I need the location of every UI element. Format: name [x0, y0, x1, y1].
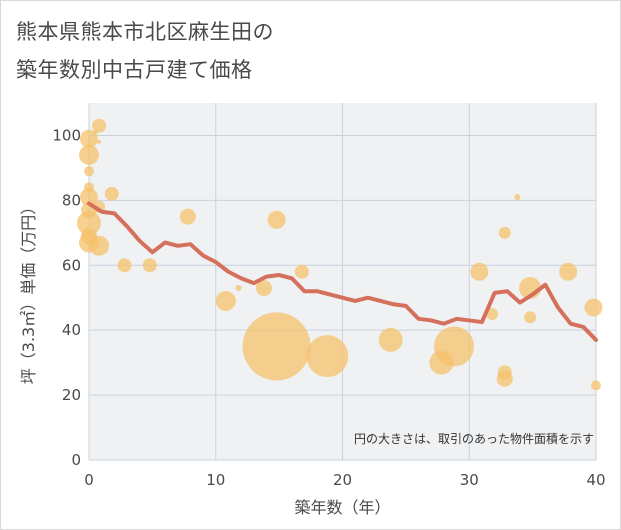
trend-line — [87, 201, 598, 342]
bubble-point — [179, 208, 196, 225]
bubble-point — [89, 235, 110, 256]
bubble-point — [514, 194, 521, 201]
bubble-point — [591, 380, 601, 391]
bubble-point — [84, 166, 94, 177]
bubble-point — [267, 210, 286, 229]
bubble-point — [104, 186, 119, 201]
x-tick-label: 10 — [206, 471, 225, 489]
bubble-point — [559, 262, 578, 281]
size-note: 円の大きさは、取引のあった物件面積を示す — [354, 431, 594, 446]
bubble-point — [496, 370, 513, 387]
x-tick-label: 0 — [84, 471, 94, 489]
bubble-point — [434, 326, 475, 367]
bubble-point — [80, 129, 98, 148]
y-axis-label: 坪（3.3㎡）単価（万円） — [19, 199, 38, 384]
bubble-point — [242, 312, 311, 381]
bubble-point — [215, 290, 236, 311]
bubble-point — [294, 264, 309, 279]
bubble-point — [117, 258, 132, 273]
chart-title-line2: 築年数別中古戸建て価格 — [16, 58, 253, 82]
bubble-point — [486, 307, 499, 320]
bubble-point — [306, 335, 349, 378]
x-tick-label: 40 — [586, 471, 605, 489]
bubble-point — [92, 118, 107, 133]
y-tick-label: 60 — [62, 256, 81, 274]
bubble-point — [378, 327, 403, 352]
y-axis-ticks: 0 20 40 60 80 100 — [52, 126, 81, 469]
y-tick-label: 0 — [71, 451, 81, 469]
bubble-point — [498, 226, 511, 239]
bubble-point — [524, 311, 537, 324]
x-axis-ticks: 0 10 20 30 40 — [84, 471, 605, 489]
bubble-point — [255, 279, 272, 296]
x-tick-label: 30 — [460, 471, 479, 489]
bubble-point — [77, 211, 101, 236]
y-tick-label: 40 — [62, 321, 81, 339]
bubble-point — [235, 284, 242, 291]
x-tick-label: 20 — [333, 471, 352, 489]
y-tick-label: 100 — [52, 126, 81, 144]
gridlines — [88, 103, 597, 461]
y-tick-label: 80 — [62, 191, 81, 209]
bubble-point — [584, 298, 603, 317]
chart-title-line1: 熊本県熊本市北区麻生田の — [16, 20, 274, 44]
bubble-point — [80, 188, 98, 207]
x-axis-label: 築年数（年） — [294, 498, 390, 517]
bubble-point — [470, 262, 489, 281]
bubble-point — [142, 258, 157, 273]
bubble-point — [97, 139, 102, 144]
bubbles — [77, 118, 603, 391]
y-tick-label: 20 — [62, 386, 81, 404]
bubble-point — [79, 144, 99, 165]
